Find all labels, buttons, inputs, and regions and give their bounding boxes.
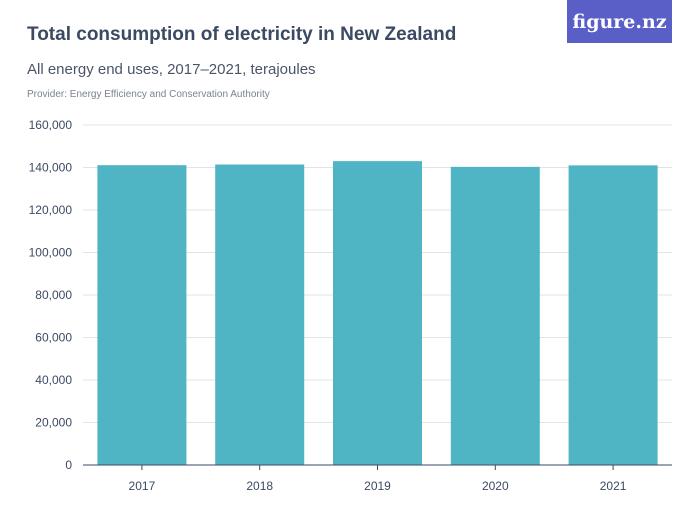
x-tick-label: 2021 <box>600 479 627 493</box>
y-tick-label: 40,000 <box>35 373 72 387</box>
figure-nz-logo[interactable]: figure.nz <box>567 0 672 43</box>
bar-2020 <box>450 166 540 466</box>
y-tick-label: 80,000 <box>35 288 72 302</box>
chart-subtitle: All energy end uses, 2017–2021, terajoul… <box>27 61 316 78</box>
bar-2021 <box>568 165 658 465</box>
x-tick-label: 2017 <box>129 479 156 493</box>
y-tick-label: 160,000 <box>29 118 73 132</box>
bar-2018 <box>215 164 305 465</box>
y-tick-label: 120,000 <box>29 203 73 217</box>
y-tick-label: 140,000 <box>29 161 73 175</box>
y-tick-label: 0 <box>65 458 72 472</box>
x-tick-label: 2018 <box>246 479 273 493</box>
x-tick-label: 2019 <box>364 479 391 493</box>
y-tick-label: 100,000 <box>29 246 73 260</box>
x-tick-label: 2020 <box>482 479 509 493</box>
y-tick-label: 60,000 <box>35 331 72 345</box>
bar-2017 <box>97 165 187 465</box>
y-tick-label: 20,000 <box>35 416 72 430</box>
chart-title: Total consumption of electricity in New … <box>27 24 457 45</box>
provider-text: Provider: Energy Efficiency and Conserva… <box>27 89 270 100</box>
bar-2019 <box>333 161 422 465</box>
